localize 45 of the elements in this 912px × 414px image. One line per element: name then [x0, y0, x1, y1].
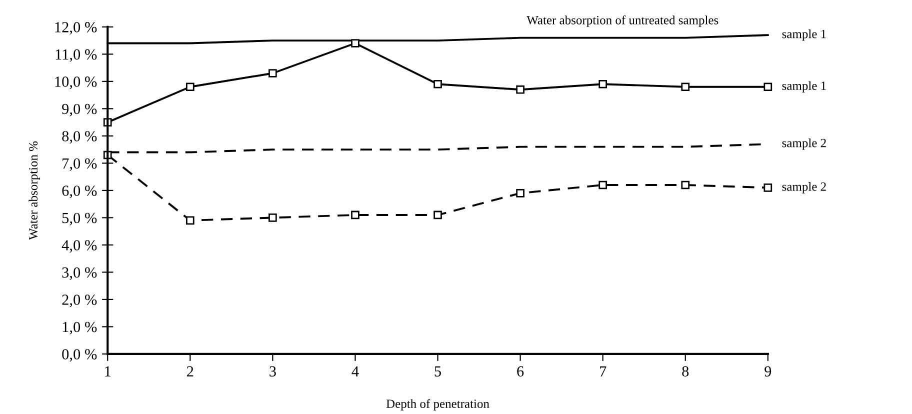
y-axis-title: Water absorption % — [28, 141, 40, 240]
y-tick-label: 8,0 % — [62, 131, 97, 144]
x-tick-label: 5 — [434, 366, 441, 377]
point — [764, 82, 772, 92]
y-tick-label: 11,0 % — [56, 49, 97, 62]
x-tick-label: 9 — [764, 366, 772, 377]
y-tick-label: 7,0 % — [62, 158, 97, 171]
point — [434, 210, 442, 220]
series-label: sample 2 — [782, 138, 826, 150]
point — [268, 69, 277, 78]
x-tick-label: 2 — [187, 366, 194, 376]
point — [598, 180, 607, 190]
y-tick-label: 2,0 % — [62, 294, 97, 308]
x-tick-label: 8 — [682, 366, 689, 377]
point — [351, 39, 360, 48]
y-tick-label: 0,0 % — [62, 349, 97, 362]
y-tick-label: 9,0 % — [62, 104, 97, 116]
y-tick-label: 4,0 % — [62, 240, 97, 253]
x-tick-label: 6 — [517, 366, 524, 377]
series-label: sample 2 — [782, 182, 826, 194]
point — [351, 210, 360, 220]
point — [516, 189, 524, 198]
x-tick-label: 1 — [105, 366, 111, 376]
point — [516, 85, 524, 94]
point — [434, 80, 442, 88]
x-tick-label: 7 — [600, 366, 606, 376]
point — [681, 82, 690, 92]
y-tick-label: 6,0 % — [62, 186, 97, 198]
y-tick-label: 5,0 % — [62, 212, 97, 226]
x-tick-label: 3 — [270, 366, 276, 377]
point — [268, 214, 277, 222]
y-tick-label: 1,0 % — [62, 322, 97, 334]
series-label: sample 1 — [782, 29, 826, 41]
y-tick-label: 12,0 % — [55, 22, 97, 35]
series-label: sample 1 — [782, 81, 826, 93]
point — [764, 184, 772, 192]
point — [186, 216, 194, 225]
y-tick-label: 10,0 % — [55, 76, 97, 90]
x-axis-title: Depth of penetration — [386, 399, 490, 411]
point — [598, 80, 607, 88]
point — [186, 82, 194, 92]
y-tick-label: 3,0 % — [62, 267, 97, 280]
x-tick-label: 4 — [352, 366, 359, 376]
point — [681, 180, 690, 190]
text: Water absorption of untreated samples — [526, 15, 718, 27]
